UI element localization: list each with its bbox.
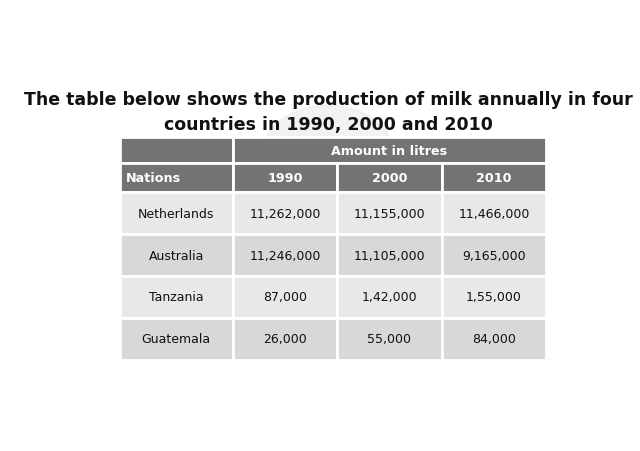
FancyBboxPatch shape bbox=[442, 235, 547, 276]
FancyBboxPatch shape bbox=[233, 164, 337, 193]
Text: 1,42,000: 1,42,000 bbox=[362, 291, 417, 304]
Text: 11,262,000: 11,262,000 bbox=[250, 207, 321, 221]
Text: 55,000: 55,000 bbox=[367, 332, 412, 345]
Text: Australia: Australia bbox=[148, 249, 204, 262]
Text: Nations: Nations bbox=[125, 172, 180, 185]
Circle shape bbox=[264, 106, 392, 197]
Text: 84,000: 84,000 bbox=[472, 332, 516, 345]
Text: 11,466,000: 11,466,000 bbox=[458, 207, 530, 221]
FancyBboxPatch shape bbox=[120, 138, 233, 164]
Text: 26,000: 26,000 bbox=[263, 332, 307, 345]
Text: Guatemala: Guatemala bbox=[141, 332, 211, 345]
FancyBboxPatch shape bbox=[120, 318, 233, 360]
FancyBboxPatch shape bbox=[233, 235, 337, 276]
Text: 11,246,000: 11,246,000 bbox=[250, 249, 321, 262]
FancyBboxPatch shape bbox=[233, 193, 337, 235]
FancyBboxPatch shape bbox=[442, 318, 547, 360]
FancyBboxPatch shape bbox=[442, 193, 547, 235]
FancyBboxPatch shape bbox=[120, 276, 233, 318]
Text: Tanzania: Tanzania bbox=[149, 291, 204, 304]
Text: 9,165,000: 9,165,000 bbox=[462, 249, 526, 262]
Text: The table below shows the production of milk annually in four
countries in 1990,: The table below shows the production of … bbox=[24, 91, 632, 133]
FancyBboxPatch shape bbox=[442, 164, 547, 193]
FancyBboxPatch shape bbox=[337, 193, 442, 235]
Text: 11,105,000: 11,105,000 bbox=[354, 249, 426, 262]
Text: Amount in litres: Amount in litres bbox=[332, 144, 447, 157]
FancyBboxPatch shape bbox=[337, 235, 442, 276]
Text: 2000: 2000 bbox=[372, 172, 407, 185]
FancyBboxPatch shape bbox=[337, 164, 442, 193]
Text: 2010: 2010 bbox=[476, 172, 512, 185]
FancyBboxPatch shape bbox=[442, 276, 547, 318]
FancyBboxPatch shape bbox=[233, 276, 337, 318]
Text: 11,155,000: 11,155,000 bbox=[354, 207, 426, 221]
Text: 1990: 1990 bbox=[268, 172, 303, 185]
FancyBboxPatch shape bbox=[120, 193, 233, 235]
Text: 87,000: 87,000 bbox=[263, 291, 307, 304]
FancyBboxPatch shape bbox=[120, 164, 233, 193]
FancyBboxPatch shape bbox=[233, 138, 547, 164]
FancyBboxPatch shape bbox=[120, 235, 233, 276]
FancyBboxPatch shape bbox=[337, 276, 442, 318]
Text: 1,55,000: 1,55,000 bbox=[466, 291, 522, 304]
Text: Netherlands: Netherlands bbox=[138, 207, 214, 221]
FancyBboxPatch shape bbox=[233, 318, 337, 360]
FancyBboxPatch shape bbox=[337, 318, 442, 360]
